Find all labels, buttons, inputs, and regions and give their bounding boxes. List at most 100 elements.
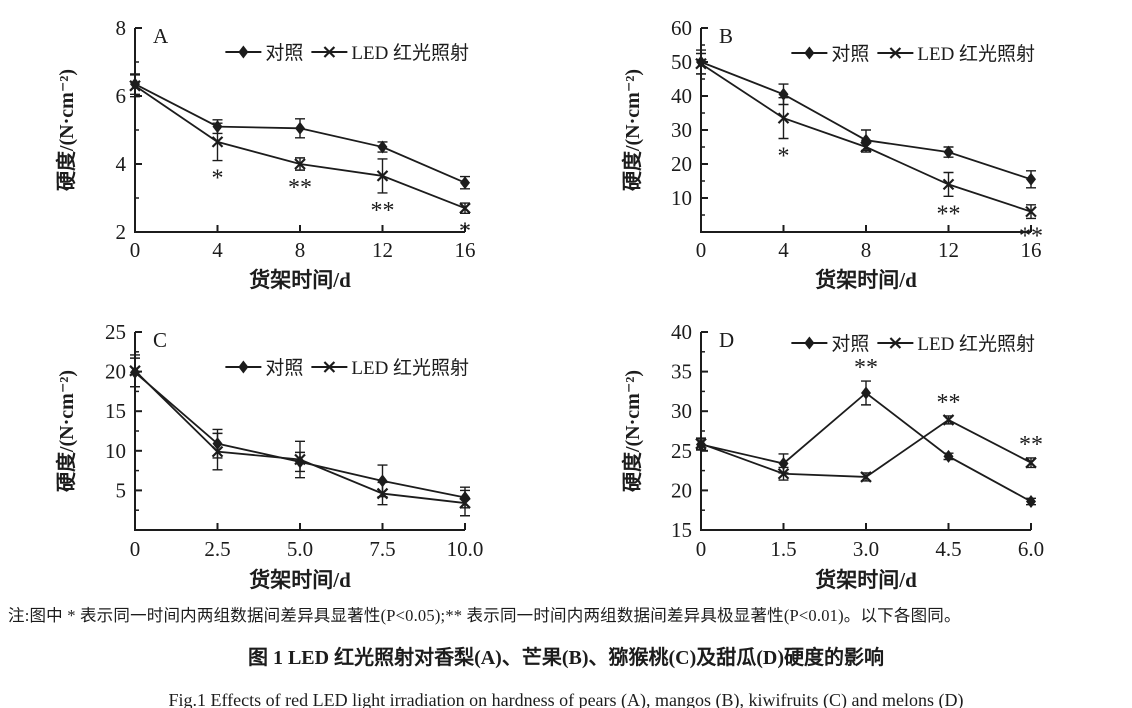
chart-panel-d: 15 20 25 30 35 40 0 1.5 3.0 4.5 6.0 硬度/(N·cm⁻²) 货架时间… — [566, 290, 1132, 590]
legend: 对照 LED 红光照射 — [791, 43, 1035, 65]
legend-label: LED 红光照射 — [917, 43, 1035, 65]
figure-title-zh: 图 1 LED 红光照射对香梨(A)、芒果(B)、猕猴桃(C)及甜瓜(D)硬度的… — [247, 647, 885, 669]
x-marker — [942, 178, 955, 191]
chart-c-svg: 5 10 15 20 25 0 2.5 5.0 7.5 10.0 硬度/(N·cm⁻²) 货架时间/d… — [54, 320, 484, 590]
svg-text:硬度/(N·cm⁻²): 硬度/(N·cm⁻²) — [54, 69, 78, 191]
chart-panel-a: 2 4 6 8 0 4 8 12 16 硬度/(N·cm⁻²) 货架时间/d A 对照 LED 红光照射 *… — [0, 0, 566, 290]
x-axis: 0 4 8 12 16 — [130, 225, 476, 262]
x-marker — [323, 361, 336, 373]
chart-b-svg: 10 20 30 40 50 60 0 4 8 12 16 硬度/(N·cm⁻²) 货架时间/d B 对照 L… — [620, 16, 1043, 290]
series-line — [700, 418, 1032, 478]
x-marker — [889, 337, 902, 349]
figure-caption: 注:图中 * 表示同一时间内两组数据间差异具显著性(P<0.05);** 表示同… — [0, 590, 1132, 708]
x-marker — [211, 445, 224, 458]
charts-grid: 2 4 6 8 0 4 8 12 16 硬度/(N·cm⁻²) 货架时间/d A 对照 LED 红光照射 *… — [0, 0, 1132, 590]
y-axis-title: 硬度/(N·cm⁻²) — [620, 370, 644, 492]
y-tick-label: 35 — [671, 360, 692, 384]
panel-letter: B — [719, 24, 733, 48]
y-tick-label: 20 — [671, 152, 692, 176]
x-tick-label: 10.0 — [447, 537, 484, 561]
x-tick-label: 0 — [130, 238, 141, 262]
x-tick-label: 8 — [861, 238, 872, 262]
y-tick-label: 2 — [116, 220, 127, 244]
legend-label: 对照 — [831, 333, 869, 355]
significance-label: * — [778, 144, 790, 170]
y-tick-label: 20 — [105, 360, 126, 384]
x-marker — [777, 112, 790, 124]
x-marker — [695, 437, 707, 450]
series-led — [129, 74, 471, 214]
x-marker — [860, 471, 872, 483]
x-marker — [211, 136, 224, 148]
series-line — [700, 391, 1032, 503]
x-marker — [376, 487, 389, 500]
chart-d-svg: 15 20 25 30 35 40 0 1.5 3.0 4.5 6.0 硬度/(N·cm⁻²) 货架时间… — [620, 320, 1044, 590]
legend-label: 对照 — [265, 357, 303, 379]
diamond-marker — [861, 386, 871, 400]
chart-panel-c: 5 10 15 20 25 0 2.5 5.0 7.5 10.0 硬度/(N·cm⁻²) 货架时间/d… — [0, 290, 566, 590]
y-tick-label: 4 — [116, 152, 127, 176]
x-tick-label: 4 — [212, 238, 223, 262]
legend-label: LED 红光照射 — [917, 333, 1035, 355]
diamond-marker — [1026, 494, 1036, 508]
x-marker — [889, 47, 902, 59]
y-tick-label: 5 — [116, 478, 127, 502]
x-tick-label: 7.5 — [369, 537, 395, 561]
x-marker — [777, 467, 790, 480]
x-marker — [294, 453, 306, 466]
series-control — [696, 380, 1036, 508]
x-tick-label: 1.5 — [770, 537, 796, 561]
diamond-marker — [804, 336, 815, 350]
x-marker — [294, 158, 306, 170]
significance-label: ** — [854, 355, 878, 381]
chart-panel-b: 10 20 30 40 50 60 0 4 8 12 16 硬度/(N·cm⁻²) 货架时间/d B 对照 L… — [566, 0, 1132, 290]
series-led — [695, 52, 1037, 220]
significance-label: ** — [1019, 432, 1043, 458]
legend-label: 对照 — [831, 43, 869, 65]
y-axis-title: 硬度/(N·cm⁻²) — [620, 69, 644, 191]
legend-label: 对照 — [265, 42, 303, 64]
x-axis: 0 1.5 3.0 4.5 6.0 — [696, 523, 1044, 561]
x-tick-label: 12 — [938, 238, 959, 262]
series-line — [134, 370, 466, 504]
legend-label: LED 红光照射 — [351, 42, 469, 64]
x-axis-title: 货架时间/d — [249, 268, 351, 290]
series-line — [700, 61, 1032, 181]
x-tick-label: 0 — [130, 537, 141, 561]
x-tick-label: 6.0 — [1018, 537, 1044, 561]
y-tick-label: 6 — [116, 84, 127, 108]
legend: 对照 LED 红光照射 — [225, 42, 469, 64]
series-control — [130, 73, 470, 190]
series-line — [134, 371, 466, 499]
significance-label: * — [459, 218, 471, 244]
series-led — [695, 414, 1037, 483]
y-tick-label: 30 — [671, 399, 692, 423]
y-axis: 5 10 15 20 25 — [105, 320, 142, 511]
x-tick-label: 4.5 — [935, 537, 961, 561]
x-tick-label: 12 — [372, 238, 393, 262]
x-tick-label: 3.0 — [853, 537, 879, 561]
legend: 对照 LED 红光照射 — [225, 357, 469, 379]
significance-label: ** — [937, 390, 961, 416]
panel-letter: D — [719, 328, 734, 352]
x-tick-label: 0 — [696, 238, 707, 262]
x-marker — [323, 46, 336, 58]
x-tick-label: 0 — [696, 537, 707, 561]
legend: 对照 LED 红光照射 — [791, 333, 1035, 355]
series-control — [696, 49, 1036, 189]
diamond-marker — [295, 121, 305, 135]
svg-text:硬度/(N·cm⁻²): 硬度/(N·cm⁻²) — [620, 370, 644, 492]
significance-label: ** — [371, 198, 395, 224]
x-tick-label: 5.0 — [287, 537, 313, 561]
y-tick-label: 10 — [105, 439, 126, 463]
y-tick-label: 8 — [116, 16, 127, 40]
figure-title-en: Fig.1 Effects of red LED light irradiati… — [168, 690, 964, 708]
diamond-marker — [943, 145, 954, 159]
significance-label: * — [212, 166, 224, 192]
y-tick-label: 25 — [105, 320, 126, 344]
y-axis-title: 硬度/(N·cm⁻²) — [54, 370, 78, 492]
diamond-marker — [238, 360, 249, 374]
diamond-marker — [778, 456, 789, 470]
panel-letter: A — [153, 24, 169, 48]
